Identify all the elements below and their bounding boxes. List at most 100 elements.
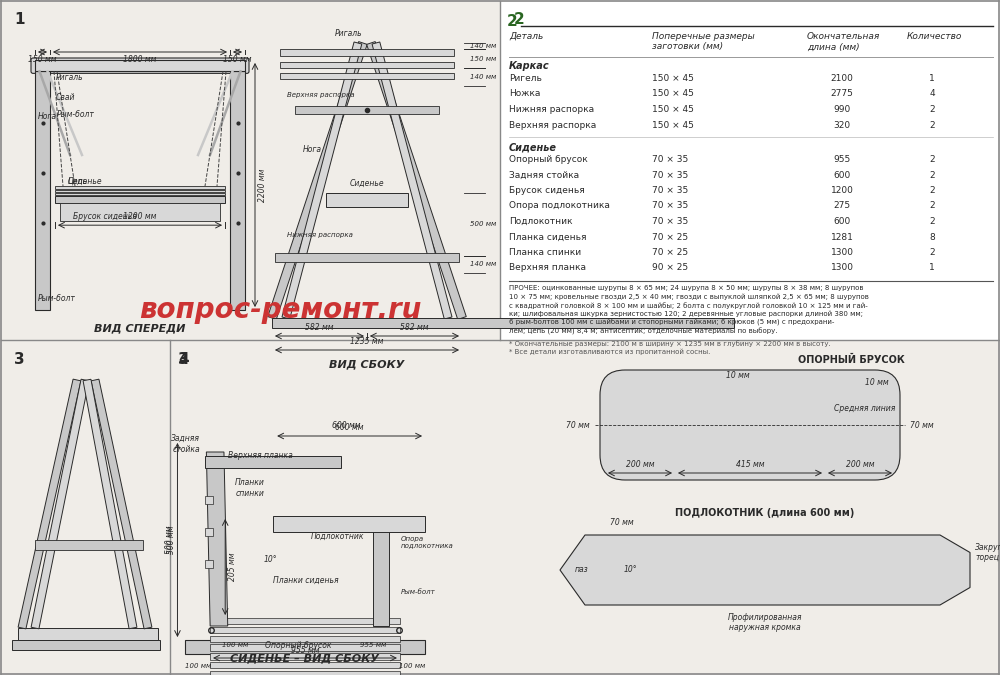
Text: Брусок сиденья: Брусок сиденья	[509, 186, 585, 195]
Text: Каркас: Каркас	[509, 61, 550, 71]
Text: Ригель: Ригель	[509, 74, 542, 83]
Bar	[205, 560, 213, 568]
Text: Рым-болт: Рым-болт	[401, 589, 436, 595]
Text: Рым-болт: Рым-болт	[56, 110, 94, 119]
Text: ВИД СБОКУ: ВИД СБОКУ	[329, 359, 405, 369]
Bar	[280, 61, 454, 68]
Bar	[230, 72, 245, 310]
Text: 955: 955	[833, 155, 851, 164]
Text: 4: 4	[929, 90, 935, 99]
Polygon shape	[83, 379, 137, 628]
Polygon shape	[206, 452, 228, 626]
FancyBboxPatch shape	[600, 370, 900, 480]
Text: 582 мм: 582 мм	[400, 323, 429, 332]
Text: 10°: 10°	[264, 556, 277, 564]
Bar	[18, 628, 158, 640]
Text: 150 мм: 150 мм	[223, 55, 252, 64]
Bar	[210, 636, 400, 642]
Bar	[35, 540, 143, 550]
Text: 100 мм: 100 мм	[222, 642, 248, 648]
Text: 415 мм: 415 мм	[736, 460, 764, 469]
Text: Опора подлокотника: Опора подлокотника	[509, 202, 610, 211]
Text: 70 × 35: 70 × 35	[652, 171, 688, 180]
Text: * Все детали изготавливаются из пропитанной сосны.: * Все детали изготавливаются из пропитан…	[509, 348, 710, 355]
Text: 70 × 35: 70 × 35	[652, 186, 688, 195]
Bar	[185, 640, 425, 654]
Bar	[210, 627, 400, 633]
Text: 1300: 1300	[830, 263, 854, 273]
Text: с квадратной головкой 8 × 100 мм и шайбы; 2 болта с полукруглой головкой 10 × 12: с квадратной головкой 8 × 100 мм и шайбы…	[509, 302, 868, 309]
Text: Ригаль: Ригаль	[56, 72, 84, 82]
Text: Опора
подлокотника: Опора подлокотника	[401, 535, 454, 549]
Bar	[210, 671, 400, 675]
Text: 140 мм: 140 мм	[470, 74, 496, 80]
Text: 2: 2	[929, 171, 935, 180]
Text: 70 мм: 70 мм	[910, 421, 934, 429]
Text: Цепь: Цепь	[68, 177, 88, 186]
Text: 500 мм: 500 мм	[167, 526, 176, 554]
Text: Окончательная
длина (мм): Окончательная длина (мм)	[807, 32, 880, 51]
Text: СИДЕНЬЕ – ВИД СБОКУ: СИДЕНЬЕ – ВИД СБОКУ	[230, 653, 380, 663]
Text: 2: 2	[929, 248, 935, 257]
Bar	[0, 340, 170, 675]
Text: 500 мм: 500 мм	[470, 221, 496, 227]
Text: 150 × 45: 150 × 45	[652, 121, 694, 130]
Text: 955 мм: 955 мм	[360, 642, 387, 648]
Bar	[210, 662, 400, 668]
Bar	[55, 190, 225, 192]
Polygon shape	[372, 42, 452, 319]
Text: Подлокотник: Подлокотник	[509, 217, 572, 226]
Bar	[210, 618, 400, 624]
Bar	[326, 193, 408, 207]
Text: 600 мм: 600 мм	[335, 423, 364, 432]
Polygon shape	[560, 535, 970, 605]
Bar	[280, 49, 454, 55]
Text: 2775: 2775	[831, 90, 853, 99]
Bar	[205, 496, 213, 504]
Text: 10°: 10°	[623, 566, 637, 574]
Text: Планки
спинки: Планки спинки	[235, 479, 265, 497]
Text: Опорный брусок: Опорный брусок	[509, 155, 588, 164]
Text: 1300: 1300	[830, 248, 854, 257]
Text: Опорный брусок: Опорный брусок	[265, 641, 331, 651]
Text: Нижняя распорка: Нижняя распорка	[509, 105, 594, 114]
Text: 10 × 75 мм; кровельные гвозди 2,5 × 40 мм; гвозди с выпуклой шляпкой 2,5 × 65 мм: 10 × 75 мм; кровельные гвозди 2,5 × 40 м…	[509, 294, 869, 300]
Text: 150 × 45: 150 × 45	[652, 90, 694, 99]
Bar	[295, 105, 439, 113]
Text: Нижняя распорка: Нижняя распорка	[287, 232, 353, 238]
Text: 600: 600	[833, 217, 851, 226]
Text: 1200 мм: 1200 мм	[123, 212, 157, 221]
Text: Нога: Нога	[38, 112, 57, 122]
Text: Ножка: Ножка	[509, 90, 540, 99]
Text: 150 × 45: 150 × 45	[652, 105, 694, 114]
Text: 100 мм: 100 мм	[399, 663, 425, 669]
Text: Планка сиденья: Планка сиденья	[509, 232, 586, 242]
Text: 1: 1	[929, 263, 935, 273]
Text: Количество: Количество	[907, 32, 962, 41]
Text: 140 мм: 140 мм	[470, 43, 496, 49]
Text: 150 × 45: 150 × 45	[652, 74, 694, 83]
Bar	[210, 645, 400, 651]
Text: 2: 2	[929, 105, 935, 114]
Text: ПОДЛОКОТНИК (длина 600 мм): ПОДЛОКОТНИК (длина 600 мм)	[675, 508, 855, 518]
Text: Брусок сиденья: Брусок сиденья	[73, 213, 137, 221]
Bar	[55, 193, 225, 195]
Text: 2: 2	[507, 14, 518, 30]
Text: Сиденье: Сиденье	[350, 178, 384, 188]
Text: 70 × 25: 70 × 25	[652, 248, 688, 257]
Text: 100 мм: 100 мм	[185, 663, 211, 669]
Text: ОПОРНЫЙ БРУСОК: ОПОРНЫЙ БРУСОК	[798, 355, 905, 365]
Polygon shape	[367, 42, 466, 319]
Text: 150 мм: 150 мм	[28, 55, 57, 64]
Text: 200 мм: 200 мм	[846, 460, 874, 469]
Text: Поперечные размеры
заготовки (мм): Поперечные размеры заготовки (мм)	[652, 32, 755, 51]
Text: 275: 275	[833, 202, 851, 211]
Text: 500 мм: 500 мм	[165, 526, 174, 554]
Polygon shape	[268, 42, 367, 319]
Text: 600 мм: 600 мм	[332, 421, 360, 431]
Polygon shape	[91, 379, 152, 629]
Text: 1200: 1200	[831, 186, 853, 195]
Bar	[205, 528, 213, 536]
Text: Нога: Нога	[303, 144, 322, 154]
Text: лем; цепь (20 мм) 8,4 м; антисептик; отделочные материалы по выбору.: лем; цепь (20 мм) 8,4 м; антисептик; отд…	[509, 327, 778, 335]
